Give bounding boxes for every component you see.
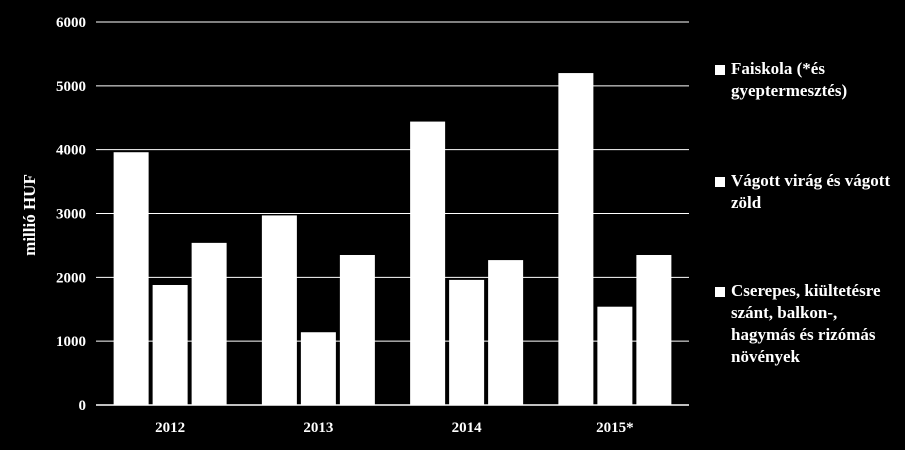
y-tick-labels: 0 1000 2000 3000 4000 5000 6000 [56,15,86,414]
y-axis-label: millió HUF [20,174,39,256]
y-tick-label: 1000 [56,334,86,350]
y-tick-label: 5000 [56,79,86,95]
legend-label: Vágott virág és vágott zöld [731,171,891,212]
x-tick-labels: 2012 2013 2014 2015* [155,420,634,436]
legend-swatch [715,287,725,297]
legend-swatch [715,65,725,75]
legend-item-cserepes: Cserepes, kiültetésre szánt, balkon-, ha… [715,280,900,368]
legend-item-vagott-virag: Vágott virág és vágott zöld [715,170,900,214]
bar-2015*-series-3 [636,254,672,405]
bar-2013-series-3 [339,254,375,405]
bar-2015*-series-2 [597,306,633,405]
x-tick-label: 2012 [155,420,185,436]
bar-2012-series-2 [152,284,188,405]
bar-2012-series-3 [191,242,227,405]
bar-2014-series-3 [488,260,524,405]
bars [113,73,672,406]
bar-2014-series-2 [449,279,485,405]
bar-2013-series-2 [300,332,336,405]
y-tick-label: 6000 [56,15,86,31]
x-tick-label: 2013 [303,420,333,436]
y-tick-label: 2000 [56,270,86,286]
y-tick-label: 3000 [56,207,86,223]
bar-2014-series-1 [410,121,446,405]
bar-2012-series-1 [113,152,149,405]
legend-swatch [715,177,725,187]
x-tick-label: 2015* [596,420,634,436]
y-tick-label: 0 [79,398,87,414]
y-tick-label: 4000 [56,143,86,159]
bar-2015*-series-1 [558,73,594,406]
legend-label: Cserepes, kiültetésre szánt, balkon-, ha… [731,281,881,366]
bar-2013-series-1 [261,215,297,405]
legend-item-faiskola: Faiskola (*és gyeptermesztés) [715,58,900,102]
legend-label: Faiskola (*és gyeptermesztés) [731,59,848,100]
x-tick-label: 2014 [452,420,483,436]
